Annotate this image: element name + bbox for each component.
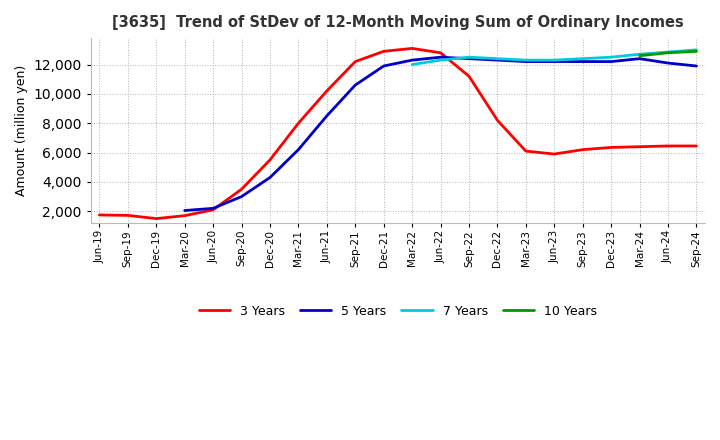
3 Years — [379, 49, 388, 54]
5 Years — [379, 63, 388, 69]
3 Years — [209, 207, 217, 213]
5 Years — [294, 147, 302, 152]
Line: 3 Years: 3 Years — [99, 48, 696, 219]
7 Years — [521, 58, 530, 63]
7 Years — [464, 55, 473, 60]
3 Years — [521, 148, 530, 154]
3 Years — [692, 143, 701, 149]
5 Years — [664, 60, 672, 66]
3 Years — [436, 50, 445, 55]
3 Years — [123, 213, 132, 218]
3 Years — [351, 59, 359, 64]
10 Years — [664, 50, 672, 55]
5 Years — [578, 59, 587, 64]
Legend: 3 Years, 5 Years, 7 Years, 10 Years: 3 Years, 5 Years, 7 Years, 10 Years — [194, 300, 602, 323]
10 Years — [692, 49, 701, 54]
3 Years — [464, 73, 473, 79]
3 Years — [408, 46, 416, 51]
7 Years — [692, 47, 701, 52]
3 Years — [294, 121, 302, 126]
5 Years — [209, 205, 217, 211]
5 Years — [408, 58, 416, 63]
5 Years — [464, 56, 473, 61]
5 Years — [521, 59, 530, 64]
5 Years — [607, 59, 616, 64]
5 Years — [635, 56, 644, 61]
Line: 10 Years: 10 Years — [639, 51, 696, 56]
Line: 5 Years: 5 Years — [184, 57, 696, 210]
7 Years — [550, 58, 559, 63]
Y-axis label: Amount (million yen): Amount (million yen) — [15, 65, 28, 196]
3 Years — [607, 145, 616, 150]
5 Years — [436, 55, 445, 60]
3 Years — [635, 144, 644, 149]
Line: 7 Years: 7 Years — [412, 50, 696, 65]
10 Years — [635, 53, 644, 59]
7 Years — [664, 49, 672, 55]
3 Years — [266, 157, 274, 162]
7 Years — [436, 58, 445, 63]
3 Years — [493, 117, 502, 123]
5 Years — [266, 175, 274, 180]
7 Years — [607, 55, 616, 60]
7 Years — [578, 56, 587, 61]
5 Years — [237, 194, 246, 199]
3 Years — [578, 147, 587, 152]
3 Years — [152, 216, 161, 221]
5 Years — [692, 63, 701, 69]
3 Years — [95, 212, 104, 217]
5 Years — [493, 58, 502, 63]
3 Years — [664, 143, 672, 149]
7 Years — [493, 56, 502, 61]
5 Years — [323, 113, 331, 118]
5 Years — [351, 82, 359, 88]
3 Years — [550, 151, 559, 157]
3 Years — [237, 187, 246, 192]
7 Years — [408, 62, 416, 67]
5 Years — [550, 59, 559, 64]
7 Years — [635, 51, 644, 57]
Title: [3635]  Trend of StDev of 12-Month Moving Sum of Ordinary Incomes: [3635] Trend of StDev of 12-Month Moving… — [112, 15, 684, 30]
3 Years — [180, 213, 189, 218]
3 Years — [323, 88, 331, 94]
5 Years — [180, 208, 189, 213]
